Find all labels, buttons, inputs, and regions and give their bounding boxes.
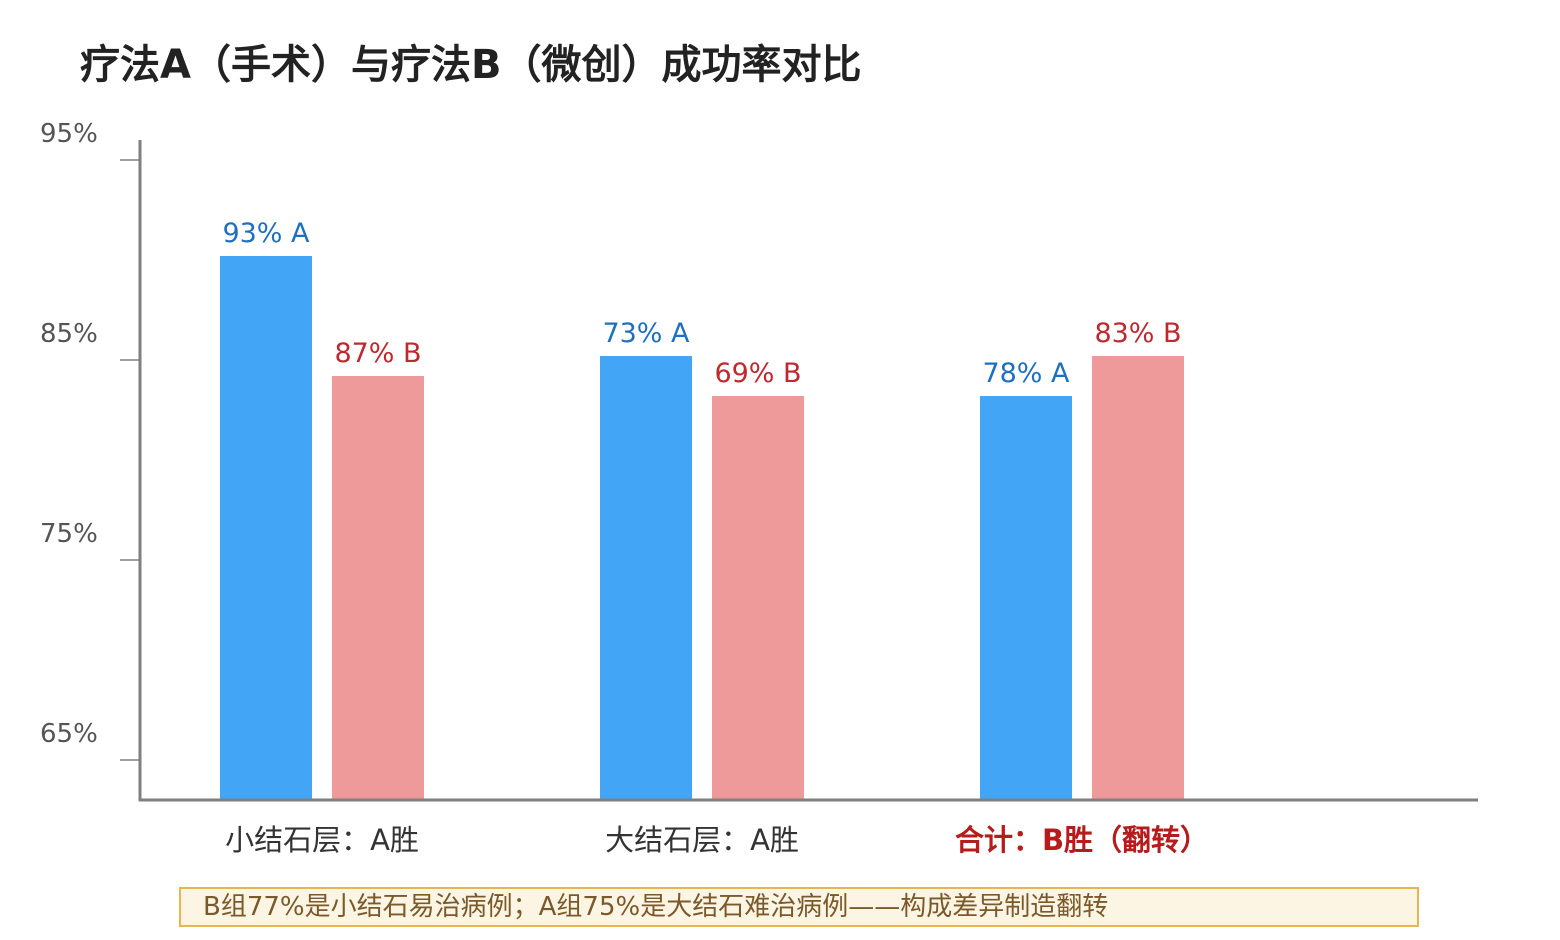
annotation-note: B组77%是小结石易治病例；A组75%是大结石难治病例——构成差异制造翻转	[179, 887, 1419, 927]
category-label: 合计：B胜（翻转）	[955, 823, 1209, 857]
bar-value-label: 78% A	[982, 358, 1070, 389]
bar-chart: 65% 75% 85% 95% 93% A 87% B 小结石层：A胜 73% A 69% B 大…	[40, 119, 1478, 857]
chart-title: 疗法A（手术）与疗法B（微创）成功率对比	[80, 42, 862, 88]
category-label: 大结石层：A胜	[605, 823, 799, 857]
bar-value-label: 69% B	[714, 358, 801, 389]
y-tick-label: 65%	[40, 719, 98, 749]
y-tick-label: 95%	[40, 119, 98, 149]
bar-series-b	[1092, 356, 1184, 800]
y-tick-label: 75%	[40, 519, 98, 549]
bar-series-a	[600, 356, 692, 800]
category-label: 小结石层：A胜	[225, 823, 419, 857]
bar-value-label: 73% A	[602, 318, 690, 349]
bar-value-label: 87% B	[334, 338, 421, 369]
bar-value-label: 93% A	[222, 218, 310, 249]
bar-series-a	[220, 256, 312, 800]
bar-series-a	[980, 396, 1072, 800]
y-tick-label: 85%	[40, 319, 98, 349]
bar-value-label: 83% B	[1094, 318, 1181, 349]
bar-series-b	[332, 376, 424, 800]
bar-series-b	[712, 396, 804, 800]
